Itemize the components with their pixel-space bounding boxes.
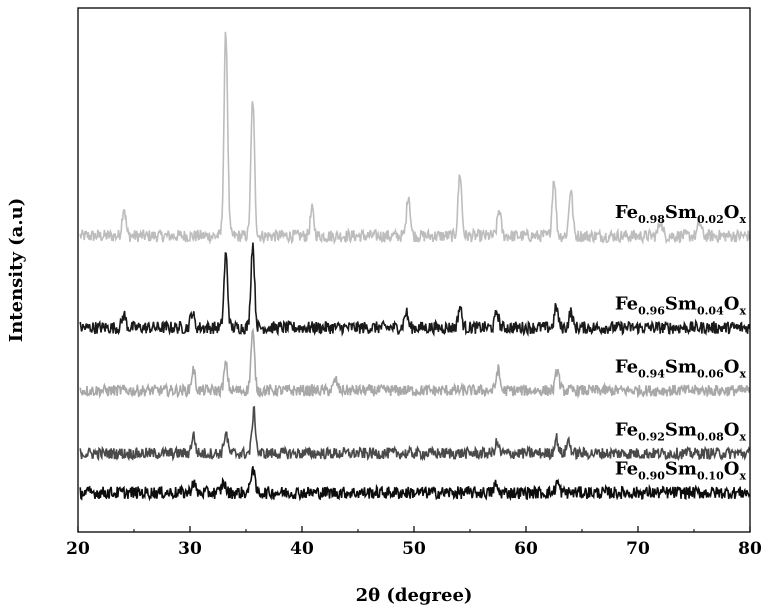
x-tick-label-1: 30 <box>178 539 202 559</box>
series-line-0 <box>80 32 749 242</box>
x-tick-label-3: 50 <box>402 539 426 559</box>
x-tick-label-0: 20 <box>66 539 90 559</box>
x-tick-label-2: 40 <box>290 539 314 559</box>
series-label-0: Fe0.98Sm0.02Ox <box>615 202 747 226</box>
x-tick-label-5: 70 <box>626 539 650 559</box>
series-line-2 <box>80 330 749 396</box>
x-tick-label-4: 60 <box>514 539 538 559</box>
series-label-4: Fe0.90Sm0.10Ox <box>615 459 747 483</box>
series-line-1 <box>80 243 749 334</box>
series-label-3: Fe0.92Sm0.08Ox <box>615 419 747 443</box>
x-axis-ticks: 20 30 40 50 60 70 80 <box>66 526 762 559</box>
y-axis-title: Intensity (a.u) <box>6 198 27 342</box>
series-label-1: Fe0.96Sm0.04Ox <box>615 294 747 318</box>
x-tick-label-6: 80 <box>738 539 762 559</box>
series-labels: Fe0.98Sm0.02Ox Fe0.96Sm0.04Ox Fe0.94Sm0.06… <box>615 202 747 483</box>
plot-traces <box>80 32 749 499</box>
series-label-2: Fe0.94Sm0.06Ox <box>615 357 747 381</box>
x-axis-title: 2θ (degree) <box>356 585 473 606</box>
